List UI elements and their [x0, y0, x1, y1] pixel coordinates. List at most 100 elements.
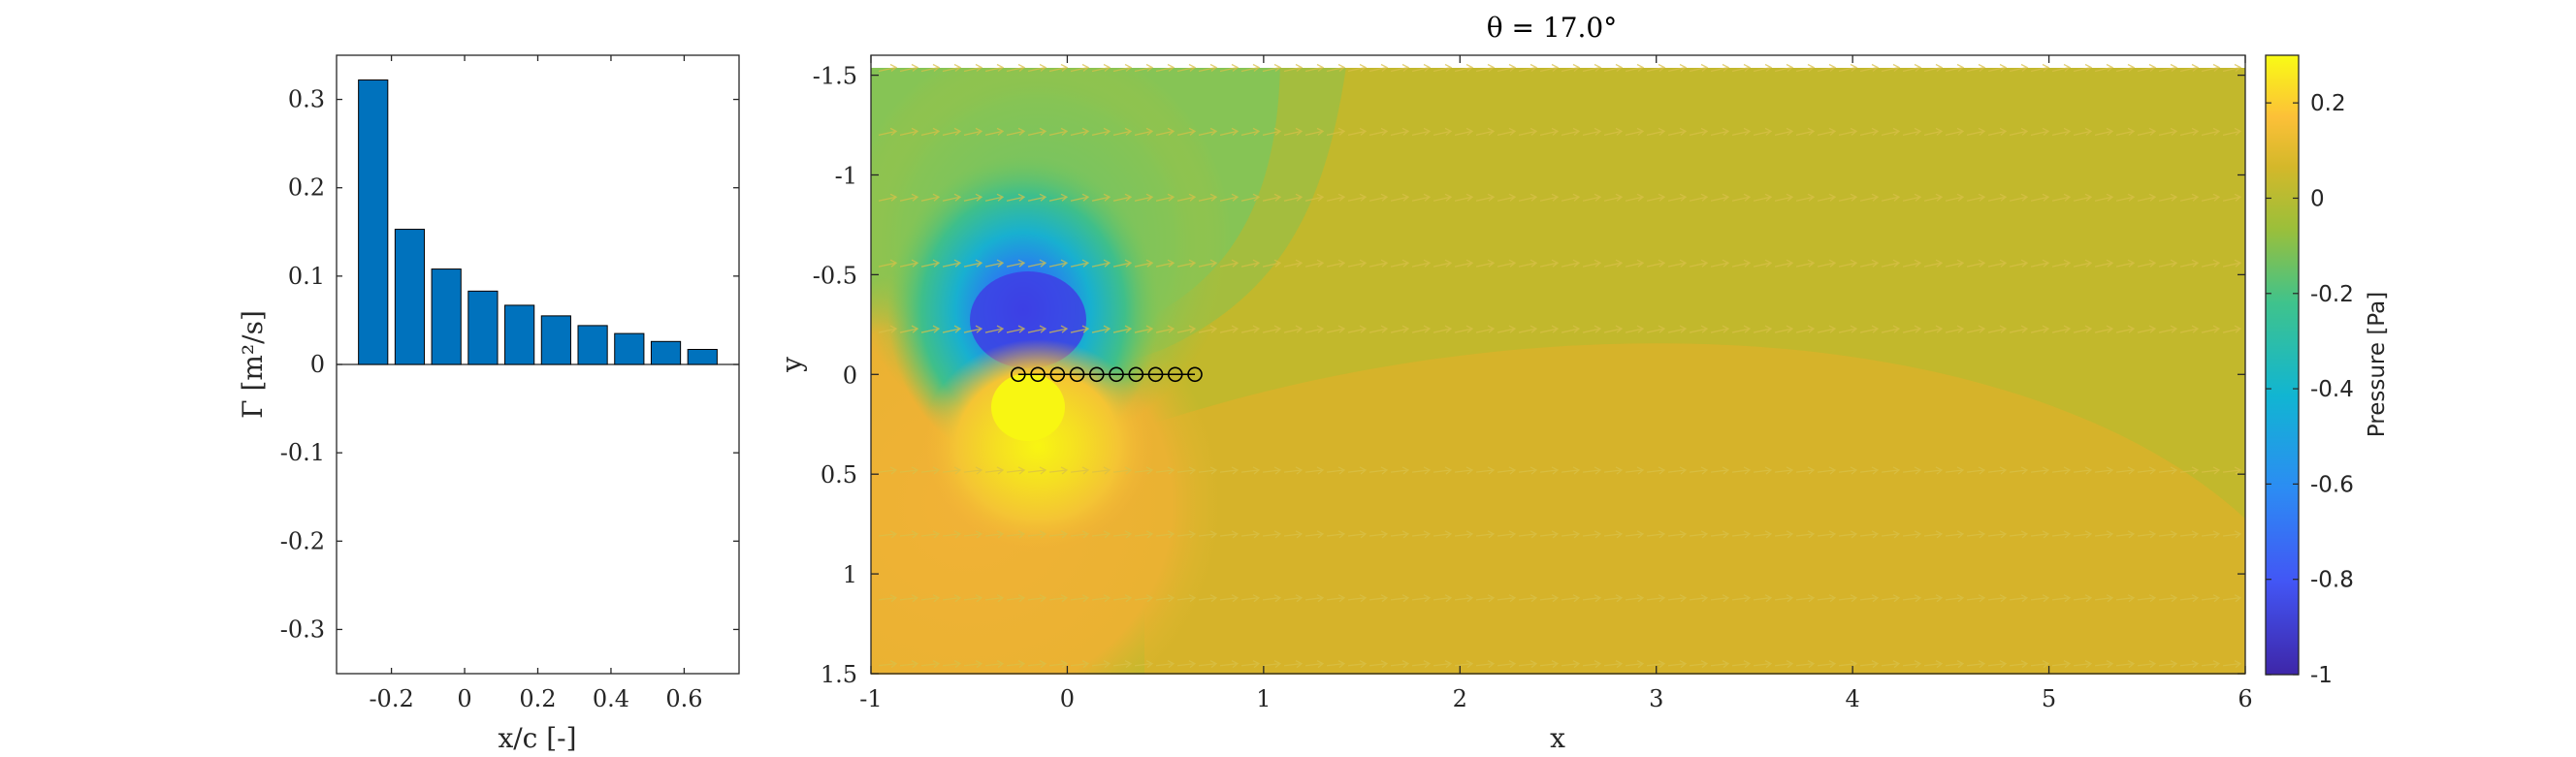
- velocity-arrow: [1176, 466, 1197, 475]
- velocity-arrow: [1582, 466, 1602, 475]
- velocity-arrow: [1368, 127, 1389, 136]
- field-x-tick-label: 4: [1846, 685, 1860, 712]
- velocity-arrow: [2201, 530, 2221, 539]
- velocity-arrow: [1518, 466, 1538, 475]
- velocity-arrow: [1902, 259, 1922, 268]
- velocity-arrow: [899, 259, 919, 268]
- velocity-arrow: [1326, 259, 1346, 268]
- velocity-arrow: [1817, 259, 1837, 268]
- velocity-arrow: [878, 63, 898, 73]
- velocity-arrow: [1902, 127, 1922, 136]
- velocity-arrow: [1582, 530, 1602, 539]
- velocity-arrow: [1433, 660, 1453, 669]
- velocity-arrow: [1774, 193, 1794, 202]
- velocity-arrow: [1923, 594, 1944, 603]
- velocity-arrow: [1902, 466, 1922, 475]
- velocity-arrow: [1411, 466, 1432, 475]
- velocity-arrow: [1881, 594, 1901, 603]
- velocity-arrow: [1987, 660, 2008, 669]
- velocity-arrow: [2115, 530, 2136, 539]
- velocity-arrow: [1923, 259, 1944, 268]
- velocity-arrow: [1689, 259, 1709, 268]
- velocity-arrow: [2051, 325, 2072, 333]
- velocity-arrow: [2073, 530, 2093, 539]
- velocity-arrow: [1240, 193, 1261, 202]
- velocity-arrow: [1112, 594, 1133, 603]
- velocity-arrow: [2009, 466, 2029, 475]
- velocity-arrow: [1475, 259, 1496, 268]
- velocity-arrow: [1006, 325, 1026, 333]
- velocity-arrow: [1497, 63, 1517, 73]
- velocity-arrow: [2137, 193, 2157, 202]
- velocity-arrow: [2094, 259, 2114, 268]
- velocity-arrow: [2030, 193, 2050, 202]
- velocity-arrow: [2115, 127, 2136, 136]
- bar-x-tick-label: 0.4: [593, 685, 629, 712]
- velocity-arrow: [2094, 660, 2114, 669]
- velocity-arrow: [2158, 63, 2178, 73]
- field-x-tick-label: -1: [859, 685, 882, 712]
- velocity-arrow: [920, 660, 941, 669]
- velocity-arrow: [984, 63, 1005, 73]
- velocity-arrow: [2179, 466, 2200, 475]
- velocity-arrow: [1240, 63, 1261, 73]
- bar: [577, 325, 608, 365]
- velocity-arrow: [2009, 660, 2029, 669]
- velocity-arrow: [1859, 63, 1880, 73]
- velocity-arrow: [1667, 594, 1688, 603]
- velocity-arrow: [1539, 127, 1560, 136]
- velocity-arrow: [1091, 325, 1111, 333]
- velocity-arrow: [920, 193, 941, 202]
- velocity-arrow: [2073, 193, 2093, 202]
- velocity-arrow: [942, 530, 962, 539]
- velocity-arrow: [2179, 660, 2200, 669]
- field-x-tick-label: 6: [2238, 685, 2252, 712]
- velocity-arrow: [2222, 466, 2242, 475]
- velocity-arrow: [1881, 530, 1901, 539]
- velocity-arrow: [984, 594, 1005, 603]
- velocity-arrow: [1390, 63, 1410, 73]
- velocity-arrow: [1134, 193, 1154, 202]
- velocity-arrow: [1454, 259, 1474, 268]
- velocity-arrow: [1902, 193, 1922, 202]
- velocity-arrow: [1539, 259, 1560, 268]
- velocity-arrow: [1689, 325, 1709, 333]
- velocity-arrow: [899, 660, 919, 669]
- velocity-arrow: [1795, 127, 1816, 136]
- velocity-arrow: [1048, 259, 1069, 268]
- velocity-arrow: [1475, 466, 1496, 475]
- velocity-arrow: [1710, 466, 1730, 475]
- velocity-arrow: [2009, 127, 2029, 136]
- velocity-arrow: [1795, 325, 1816, 333]
- velocity-arrow: [1753, 466, 1773, 475]
- velocity-arrow: [1603, 259, 1624, 268]
- velocity-arrow: [2009, 259, 2029, 268]
- velocity-arrow: [1539, 466, 1560, 475]
- velocity-arrow: [1881, 325, 1901, 333]
- velocity-arrow: [1006, 259, 1026, 268]
- velocity-arrow: [1091, 466, 1111, 475]
- velocity-arrow: [1454, 530, 1474, 539]
- velocity-arrow: [2094, 127, 2114, 136]
- circulation-bar-chart: -0.2 0 0.2 0.4 0.6 0.3 0.2 0.1 0 -0.1 -0.2 -0.3 x/…: [237, 54, 740, 754]
- velocity-arrow: [1987, 259, 2008, 268]
- velocity-arrow: [2009, 530, 2029, 539]
- velocity-arrow: [2115, 259, 2136, 268]
- velocity-arrow: [1240, 259, 1261, 268]
- velocity-arrow: [1731, 259, 1752, 268]
- velocity-arrow: [1582, 259, 1602, 268]
- velocity-arrow: [899, 127, 919, 136]
- vortex-marker: [1147, 366, 1164, 383]
- velocity-arrow: [1945, 127, 1965, 136]
- velocity-arrow: [1454, 325, 1474, 333]
- velocity-arrow: [920, 259, 941, 268]
- colorbar-tick-label: -0.2: [2310, 282, 2354, 307]
- velocity-arrow: [2158, 466, 2178, 475]
- velocity-arrow: [1646, 660, 1666, 669]
- velocity-arrow: [1753, 259, 1773, 268]
- velocity-arrow: [1283, 530, 1304, 539]
- velocity-arrow: [2179, 259, 2200, 268]
- velocity-arrow: [963, 530, 983, 539]
- velocity-arrow: [1667, 193, 1688, 202]
- velocity-arrow: [1091, 530, 1111, 539]
